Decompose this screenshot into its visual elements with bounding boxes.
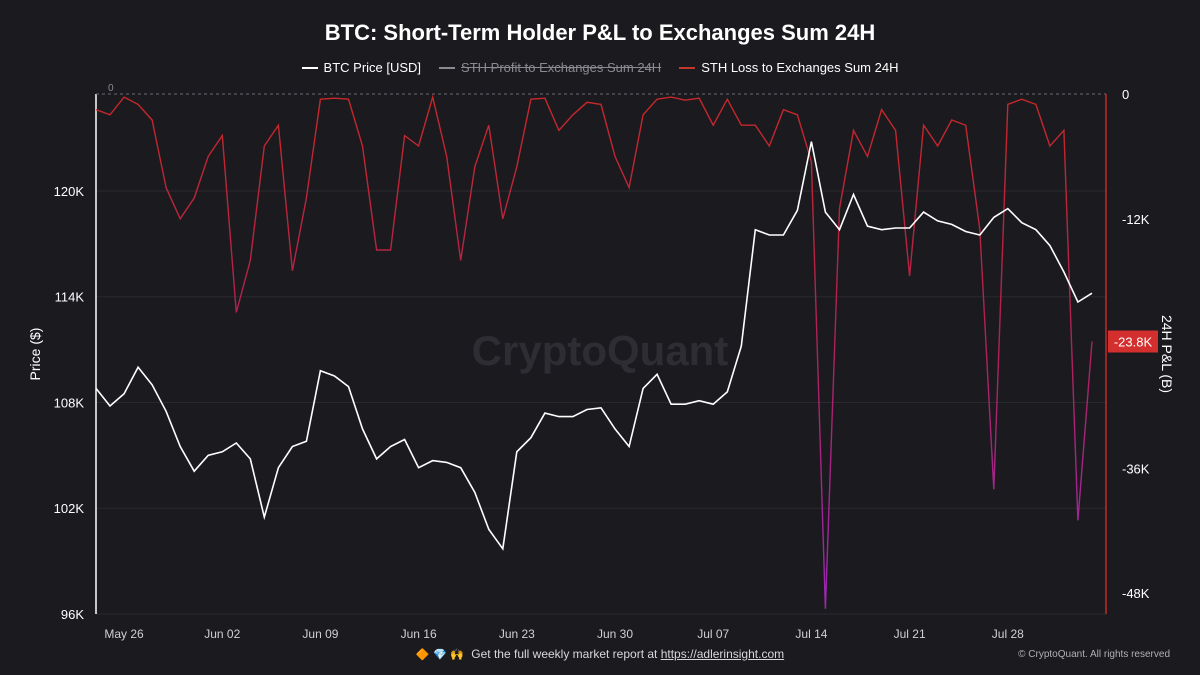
x-tick-labels: May 26 Jun 02 Jun 09 Jun 16 Jun 23 Jun 30 Jul … bbox=[104, 627, 1024, 641]
last-value-badge: -23.8K bbox=[1108, 330, 1158, 353]
legend-label-btc-price: BTC Price [USD] bbox=[323, 60, 422, 75]
y-right-tick-label: -12K bbox=[1122, 212, 1150, 227]
x-tick-label: Jul 14 bbox=[795, 627, 827, 641]
y-left-tick-label: 96K bbox=[61, 607, 84, 622]
x-tick-label: Jul 21 bbox=[894, 627, 926, 641]
legend-item-sth-profit[interactable]: STH Profit to Exchanges Sum 24H bbox=[439, 60, 661, 75]
x-tick-label: May 26 bbox=[104, 627, 144, 641]
y-right-tick-label: 0 bbox=[1122, 87, 1129, 102]
legend-item-sth-loss[interactable]: STH Loss to Exchanges Sum 24H bbox=[679, 60, 898, 75]
x-tick-label: Jun 02 bbox=[204, 627, 240, 641]
last-value-badge-text: -23.8K bbox=[1114, 335, 1153, 350]
y-left-axis-title: Price ($) bbox=[27, 328, 43, 381]
x-tick-label: Jul 28 bbox=[992, 627, 1024, 641]
diamond-hands-icon: 🔶 💎 🙌 bbox=[415, 648, 464, 661]
x-tick-label: Jun 23 bbox=[499, 627, 535, 641]
footer-promo-text: Get the full weekly market report at bbox=[471, 647, 658, 661]
x-tick-label: Jun 16 bbox=[401, 627, 437, 641]
y-right-axis-title: 24H P&L (B) bbox=[1159, 315, 1175, 393]
zero-line-label: 0 bbox=[108, 83, 114, 94]
footer-report-link[interactable]: https://adlerinsight.com bbox=[660, 647, 785, 661]
legend-swatch-sth-profit bbox=[439, 66, 456, 69]
legend-label-sth-profit: STH Profit to Exchanges Sum 24H bbox=[461, 60, 662, 75]
gridlines bbox=[96, 190, 1106, 615]
y-left-tick-labels: 120K 114K 108K 102K 96K bbox=[54, 184, 85, 622]
legend: BTC Price [USD] STH Profit to Exchanges … bbox=[0, 60, 1200, 75]
y-left-tick-label: 114K bbox=[55, 290, 85, 305]
footer-promo: 🔶 💎 🙌 Get the full weekly market report … bbox=[0, 647, 1200, 661]
y-left-tick-label: 120K bbox=[54, 184, 85, 199]
chart-title: BTC: Short-Term Holder P&L to Exchanges … bbox=[324, 20, 876, 45]
legend-swatch-btc-price bbox=[301, 66, 318, 69]
y-left-tick-label: 108K bbox=[54, 395, 85, 410]
x-tick-label: Jun 09 bbox=[302, 627, 338, 641]
legend-label-sth-loss: STH Loss to Exchanges Sum 24H bbox=[701, 60, 899, 75]
x-tick-label: Jun 30 bbox=[597, 627, 633, 641]
legend-swatch-sth-loss bbox=[679, 66, 696, 69]
y-right-tick-label: -36K bbox=[1122, 461, 1150, 476]
btc-price-line bbox=[95, 141, 1093, 551]
copyright: © CryptoQuant. All rights reserved bbox=[1018, 649, 1170, 660]
legend-item-btc-price[interactable]: BTC Price [USD] bbox=[301, 60, 422, 75]
y-left-tick-label: 102K bbox=[54, 501, 85, 516]
sth-loss-line bbox=[95, 94, 1093, 609]
y-right-tick-label: -48K bbox=[1122, 586, 1150, 601]
watermark: CryptoQuant bbox=[472, 327, 729, 374]
x-tick-label: Jul 07 bbox=[697, 627, 729, 641]
y-right-tick-labels: 0 -12K -36K -48K bbox=[1122, 87, 1150, 601]
